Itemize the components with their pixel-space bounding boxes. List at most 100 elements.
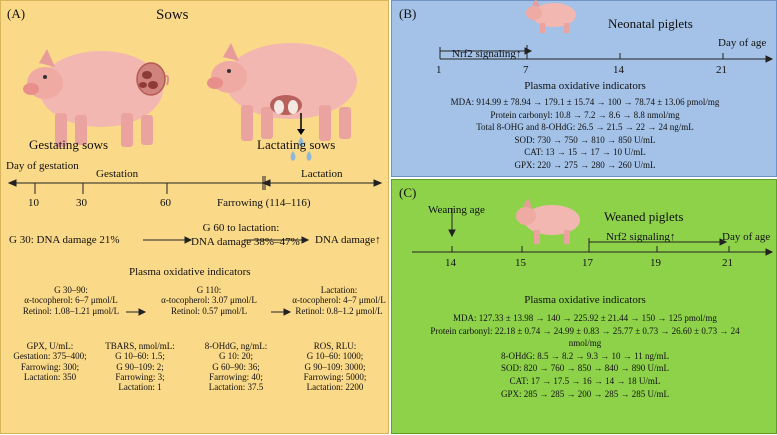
gpx-line: Farrowing: 300; xyxy=(20,361,80,372)
tick-7: 7 xyxy=(523,64,529,76)
g60-line2: DNA damage 38%–47% xyxy=(191,236,300,248)
lactation-label: Lactation xyxy=(301,168,343,180)
ohdg-line: Farrowing: 40; xyxy=(209,372,263,383)
weaned-piglet-icon xyxy=(516,198,580,244)
indicator-line: 8-OHdG: 8.5 → 8.2 → 9.3 → 10 → 11 ng/mL xyxy=(501,350,669,361)
gpx-line: Gestation: 375–400; xyxy=(13,351,87,362)
gestation-label: Gestation xyxy=(96,168,139,180)
tick-30: 30 xyxy=(76,197,87,209)
neonatal-graphics xyxy=(439,0,774,63)
ros-block: ROS, RLU: G 10–60: 1000; G 90–109: 3000;… xyxy=(287,341,383,393)
panel-neonatal-piglets: (B) Neonatal piglets Day of age Nrf2 sig… xyxy=(391,0,777,177)
col2-line: α-tocopherol: 3.07 μmol/L xyxy=(161,295,257,306)
ros-line: Farrowing: 5000; xyxy=(303,372,367,383)
col1-line: G 30–90: xyxy=(54,285,88,295)
sows-graphics xyxy=(7,43,383,316)
ros-line: Lactation: 2200 xyxy=(306,382,364,393)
indicator-line: SOD: 820 → 760 → 850 → 840 → 890 U/mL xyxy=(500,363,669,374)
ros-line: G 10–60: 1000; xyxy=(306,351,364,362)
gpx-block: GPX, U/mL: Gestation: 375–400; Farrowing… xyxy=(5,341,95,382)
panel-sows: (A) Sows Gestating sows Lactating sows D… xyxy=(0,0,389,434)
gestating-sow-icon xyxy=(23,49,170,147)
day-of-age-label: Day of age xyxy=(718,37,767,49)
tbars-line: TBARS, nmol/mL: xyxy=(105,341,175,351)
col1-line: Retinol: 1.08–1.21 μmol/L xyxy=(22,305,120,316)
day-of-age-label: Day of age xyxy=(722,231,771,243)
tick-15: 15 xyxy=(515,257,526,269)
tick-19: 19 xyxy=(650,257,661,269)
gestating-sows-label: Gestating sows xyxy=(29,137,109,152)
plasma-indicators-title: Plasma oxidative indicators xyxy=(129,266,251,278)
col2-line: G 110: xyxy=(196,285,222,295)
day-of-gestation-label: Day of gestation xyxy=(6,160,79,172)
tick-10: 10 xyxy=(28,197,39,209)
weaned-plasma-title: Plasma oxidative indicators xyxy=(524,294,646,306)
col3-line: Retinol: 0.8–1.2 μmol/L xyxy=(295,305,383,316)
panel-c-label: (C) xyxy=(399,185,417,200)
sows-title: Sows xyxy=(156,7,189,23)
tick-1: 1 xyxy=(436,64,442,76)
lactating-sow-icon xyxy=(207,43,357,161)
col1-line: α-tocopherol: 6–7 μmol/L xyxy=(24,295,118,306)
neonatal-plasma-title: Plasma oxidative indicators xyxy=(524,80,646,92)
panel-a-label: (A) xyxy=(7,6,26,21)
indicator-line: Total 8-OHG and 8-OHdG: 26.5 → 21.5 → 22… xyxy=(476,122,694,132)
tick-60: 60 xyxy=(160,197,171,209)
dna-damage-up: DNA damage↑ xyxy=(315,234,381,246)
neonatal-piglet-icon xyxy=(526,0,576,33)
tbars-line: Lactation: 1 xyxy=(118,382,162,393)
tbars-line: G 90–109: 2; xyxy=(116,361,164,372)
tick-14: 14 xyxy=(445,257,456,269)
flow-arrows xyxy=(126,236,310,316)
indicator-line: Protein carbonyl: 22.18 ± 0.74 → 24.99 ±… xyxy=(430,325,740,336)
ohdg-block: 8-OHdG, ng/mL: G 10: 20; G 60–90: 36; Fa… xyxy=(193,341,279,393)
tbars-line: G 10–60: 1.5; xyxy=(115,351,165,362)
col3-line: Lactation: xyxy=(320,285,358,295)
ros-line: ROS, RLU: xyxy=(313,341,357,351)
neonatal-indicators: MDA: 914.99 ± 78.94 → 179.1 ± 15.74 → 10… xyxy=(392,96,777,171)
neonatal-title: Neonatal piglets xyxy=(608,16,693,31)
lactating-sows-label: Lactating sows xyxy=(257,137,336,152)
tick-17: 17 xyxy=(582,257,593,269)
col-g30-90: G 30–90: α-tocopherol: 6–7 μmol/L Retino… xyxy=(11,285,131,316)
weaned-title: Weaned piglets xyxy=(604,209,684,224)
ohdg-line: G 60–90: 36; xyxy=(212,361,260,372)
farrowing-label: Farrowing (114–116) xyxy=(217,197,311,209)
indicator-line: nmol/mg xyxy=(568,338,602,349)
tick-21: 21 xyxy=(716,64,727,76)
tbars-block: TBARS, nmol/mL: G 10–60: 1.5; G 90–109: … xyxy=(97,341,183,393)
indicator-line: MDA: 914.99 ± 78.94 → 179.1 ± 15.74 → 10… xyxy=(450,97,720,107)
nrf2-label: Nrf2 signaling↑ xyxy=(606,231,676,243)
indicator-line: GPX: 285 → 285 → 200 → 285 → 285 U/mL xyxy=(500,388,669,399)
indicator-line: MDA: 127.33 ± 13.98 → 140 → 225.92 ± 21.… xyxy=(453,313,717,323)
panel-b-label: (B) xyxy=(399,6,417,21)
weaned-timeline xyxy=(412,208,774,256)
g30-dna-damage: G 30: DNA damage 21% xyxy=(9,234,120,246)
col-g110: G 110: α-tocopherol: 3.07 μmol/L Retinol… xyxy=(146,285,272,316)
indicator-line: GPX: 220 → 275 → 280 → 260 U/mL xyxy=(514,159,656,170)
g60-line1: G 60 to lactation: xyxy=(202,222,280,234)
tick-21: 21 xyxy=(722,257,733,269)
weaning-age-label: Weaning age xyxy=(428,204,485,216)
indicator-line: CAT: 13 → 15 → 17 → 10 U/mL xyxy=(524,147,646,157)
ohdg-line: G 10: 20; xyxy=(218,351,253,362)
tbars-line: Farrowing: 3; xyxy=(115,372,165,383)
indicator-line: Protein carbonyl: 10.8 → 7.2 → 8.6 → 8.8… xyxy=(490,109,680,120)
panel-weaned-piglets: (C) Weaning age Weaned piglets Nrf2 sign… xyxy=(391,179,777,434)
weaned-graphics xyxy=(412,198,774,256)
gpx-line: Lactation: 350 xyxy=(23,372,77,383)
gestation-timeline xyxy=(7,176,383,194)
col2-line: Retinol: 0.57 μmol/L xyxy=(170,305,248,316)
nrf2-label: Nrf2 signaling↑ xyxy=(452,48,522,60)
gpx-line: GPX, U/mL: xyxy=(26,341,74,351)
indicator-line: SOD: 730 → 750 → 810 → 850 U/mL xyxy=(514,134,656,145)
ohdg-line: 8-OHdG, ng/mL: xyxy=(204,341,268,351)
tick-14: 14 xyxy=(613,64,624,76)
col3-line: α-tocopherol: 4–7 μmol/L xyxy=(292,295,386,306)
neonatal-timeline xyxy=(439,45,774,63)
weaned-indicators: MDA: 127.33 ± 13.98 → 140 → 225.92 ± 21.… xyxy=(392,312,777,400)
ohdg-line: Lactation: 37.5 xyxy=(208,382,264,393)
ros-line: G 90–109: 3000; xyxy=(304,361,366,372)
col-lactation: Lactation: α-tocopherol: 4–7 μmol/L Reti… xyxy=(289,285,389,316)
indicator-line: CAT: 17 → 17.5 → 16 → 14 → 18 U/mL xyxy=(509,375,661,386)
